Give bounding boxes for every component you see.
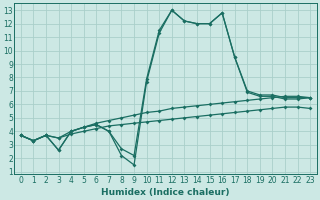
X-axis label: Humidex (Indice chaleur): Humidex (Indice chaleur)	[101, 188, 230, 197]
